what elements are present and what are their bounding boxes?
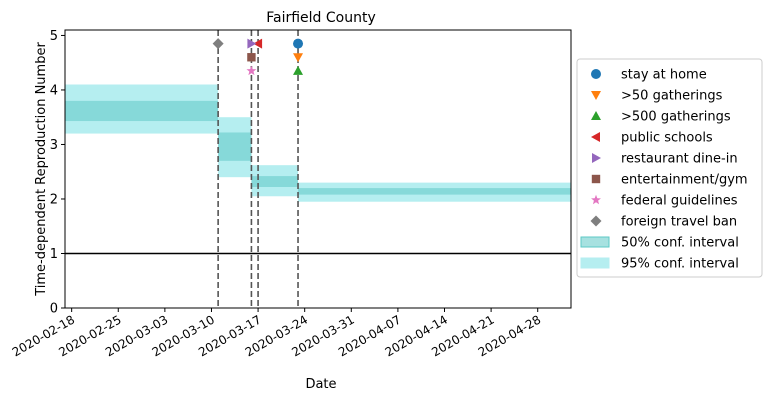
marker-triangle-left-3 (253, 38, 263, 49)
plot-area (64, 29, 572, 309)
marker-circle-0 (293, 38, 304, 49)
legend-label-2: >500 gatherings (621, 110, 731, 125)
legend-label-7: foreign travel ban (621, 215, 737, 230)
legend-marker-7 (590, 215, 602, 227)
legend-label-1: >50 gatherings (621, 89, 723, 104)
legend-marker-5 (591, 174, 601, 184)
ci50-band-1 (218, 132, 252, 161)
legend-label-6: federal guidelines (621, 194, 738, 209)
y-tick-label-3: 3 (50, 138, 58, 153)
legend-marker-0 (591, 69, 601, 79)
ci50-band-2 (251, 176, 299, 187)
legend-box (576, 58, 763, 278)
legend-label-ci95: 95% conf. interval (621, 257, 739, 272)
chart-title: Fairfield County (266, 10, 376, 26)
plot-background (65, 30, 571, 308)
y-tick-label-1: 1 (50, 247, 58, 262)
legend-label-4: restaurant dine-in (621, 152, 738, 167)
marker-triangle-down-1 (293, 53, 304, 63)
marker-diamond-7 (212, 38, 224, 50)
legend-marker-4 (592, 153, 601, 163)
x-axis: 2020-02-182020-02-252020-03-032020-03-10… (10, 308, 543, 359)
plot-frame (64, 29, 572, 309)
ci-bands (65, 84, 571, 202)
marker-square-5 (247, 53, 256, 62)
ci50-band-0 (65, 100, 219, 122)
marker-triangle-right-4 (247, 38, 257, 49)
legend-label-5: entertainment/gym (621, 173, 748, 188)
intervention-lines (217, 30, 299, 308)
legend-label-0: stay at home (621, 68, 707, 83)
marker-triangle-up-2 (293, 65, 304, 75)
marker-star-6 (246, 65, 257, 76)
legend-marker-6 (591, 194, 601, 205)
legend-marker-2 (591, 111, 601, 120)
y-tick-label-0: 0 (50, 302, 58, 317)
legend-label-ci50: 50% conf. interval (621, 236, 739, 251)
legend-swatch-ci95 (580, 257, 610, 269)
legend-swatch-ci50 (580, 236, 610, 248)
x-axis-label: Date (305, 377, 336, 392)
y-tick-label-5: 5 (50, 29, 58, 44)
y-tick-label-2: 2 (50, 192, 58, 207)
legend: stay at home >50 gatherings >500 gathering… (576, 58, 763, 278)
ci50-band-3 (298, 188, 571, 195)
legend-marker-3 (591, 132, 600, 142)
legend-label-3: public schools (621, 131, 713, 146)
legend-marker-1 (591, 91, 601, 100)
y-axis-label: Time-dependent Reproduction Number (34, 42, 49, 297)
y-axis: 0 1 2 3 4 5 (50, 29, 65, 317)
y-tick-label-4: 4 (50, 83, 58, 98)
intervention-markers (212, 38, 304, 76)
